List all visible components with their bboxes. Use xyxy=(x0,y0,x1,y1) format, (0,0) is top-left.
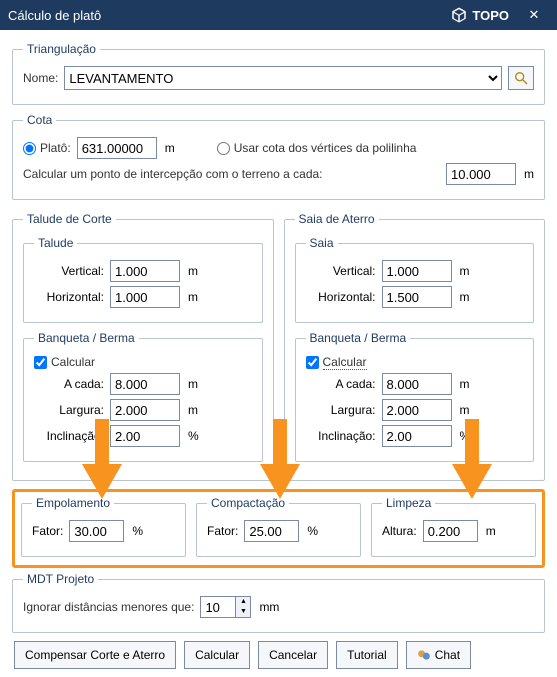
saia-aterro-legend: Saia de Aterro xyxy=(295,212,379,226)
tc-calcular-check[interactable] xyxy=(34,356,47,369)
empolamento-input[interactable] xyxy=(69,520,124,542)
calc-ponto-unit: m xyxy=(524,167,534,181)
empolamento-group: Empolamento Fator:% xyxy=(21,496,186,557)
talude-group: Talude Vertical:m Horizontal:m xyxy=(23,236,263,323)
saia-aterro-group: Saia de Aterro Saia Vertical:m Horizonta… xyxy=(284,212,546,481)
nome-label: Nome: xyxy=(23,71,58,85)
calcular-button[interactable]: Calcular xyxy=(184,641,250,669)
tc-banqueta-group: Banqueta / Berma Calcular A cada:m Largu… xyxy=(23,331,263,462)
mdt-group: MDT Projeto Ignorar distâncias menores q… xyxy=(12,572,545,633)
mdt-input[interactable] xyxy=(200,596,236,618)
arrow-icon xyxy=(260,419,300,499)
sa-horizontal-input[interactable] xyxy=(382,286,452,308)
highlight-annotation: Empolamento Fator:% Compactação Fator:% … xyxy=(12,489,545,568)
cota-legend: Cota xyxy=(23,113,56,127)
calc-ponto-label: Calcular um ponto de intercepção com o t… xyxy=(23,167,323,181)
chat-button[interactable]: Chat xyxy=(406,641,471,669)
triangulacao-legend: Triangulação xyxy=(23,42,100,56)
cota-group: Cota Platô: m Usar cota dos vértices da … xyxy=(12,113,545,200)
spin-down[interactable]: ▼ xyxy=(236,607,250,617)
tc-acada-input[interactable] xyxy=(110,373,180,395)
chat-icon xyxy=(417,648,431,662)
nome-select[interactable]: LEVANTAMENTO xyxy=(64,66,502,90)
plato-input[interactable] xyxy=(77,137,157,159)
mdt-spinner[interactable]: ▲▼ xyxy=(200,596,251,618)
close-button[interactable]: ✕ xyxy=(519,7,549,23)
compactacao-input[interactable] xyxy=(244,520,299,542)
plato-radio-label[interactable]: Platô: xyxy=(23,141,71,155)
window-title: Cálculo de platô xyxy=(8,8,450,23)
plato-unit: m xyxy=(165,141,175,155)
sa-vertical-input[interactable] xyxy=(382,260,452,282)
limpeza-group: Limpeza Altura:m xyxy=(371,496,536,557)
sa-calcular-check-label[interactable]: Calcular xyxy=(306,355,367,369)
tc-calcular-check-label[interactable]: Calcular xyxy=(34,355,95,369)
sa-acada-input[interactable] xyxy=(382,373,452,395)
titlebar: Cálculo de platô TOPO ✕ xyxy=(0,0,557,30)
tutorial-button[interactable]: Tutorial xyxy=(336,641,398,669)
arrow-icon xyxy=(82,419,122,499)
compactacao-group: Compactação Fator:% xyxy=(196,496,361,557)
calc-ponto-input[interactable] xyxy=(446,163,516,185)
sa-largura-input[interactable] xyxy=(382,399,452,421)
tc-largura-input[interactable] xyxy=(110,399,180,421)
usar-vertices-radio-label[interactable]: Usar cota dos vértices da polilinha xyxy=(217,141,417,155)
magnifier-icon xyxy=(513,70,529,86)
talude-corte-group: Talude de Corte Talude Vertical:m Horizo… xyxy=(12,212,274,481)
spin-up[interactable]: ▲ xyxy=(236,597,250,607)
usar-vertices-radio[interactable] xyxy=(217,142,230,155)
triangulacao-group: Triangulação Nome: LEVANTAMENTO xyxy=(12,42,545,105)
talude-corte-legend: Talude de Corte xyxy=(23,212,116,226)
sa-calcular-check[interactable] xyxy=(306,356,319,369)
tc-vertical-input[interactable] xyxy=(110,260,180,282)
saia-group: Saia Vertical:m Horizontal:m xyxy=(295,236,535,323)
sa-inclinacao-input[interactable] xyxy=(382,425,452,447)
cancelar-button[interactable]: Cancelar xyxy=(258,641,328,669)
tc-horizontal-input[interactable] xyxy=(110,286,180,308)
arrow-icon xyxy=(452,419,492,499)
cube-icon xyxy=(450,6,468,24)
sa-banqueta-group: Banqueta / Berma Calcular A cada:m Largu… xyxy=(295,331,535,462)
compensar-button[interactable]: Compensar Corte e Aterro xyxy=(14,641,176,669)
limpeza-input[interactable] xyxy=(423,520,478,542)
brand-logo: TOPO xyxy=(450,6,509,24)
plato-radio[interactable] xyxy=(23,142,36,155)
pick-layer-button[interactable] xyxy=(508,66,534,90)
